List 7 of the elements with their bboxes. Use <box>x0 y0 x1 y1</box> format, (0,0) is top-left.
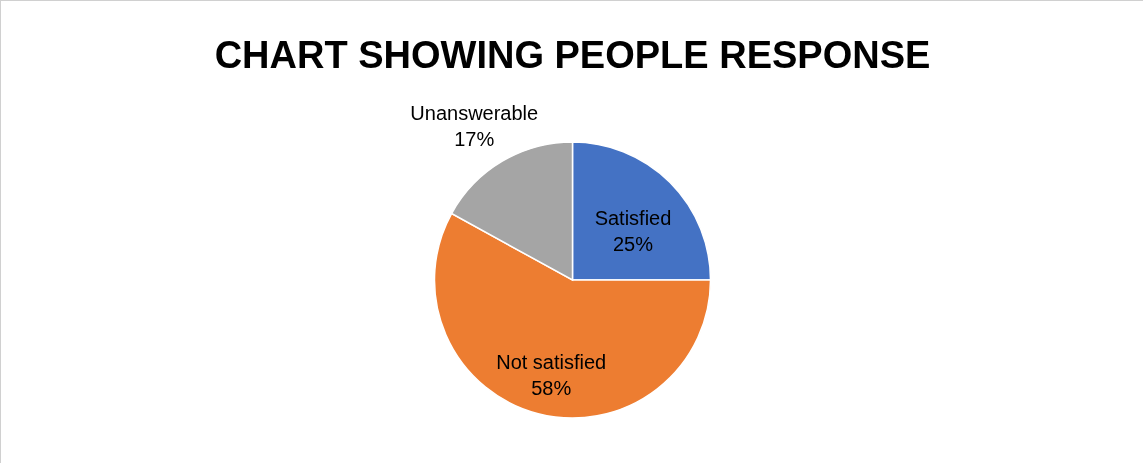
chart-title: CHART SHOWING PEOPLE RESPONSE <box>214 33 931 76</box>
data-label: 58% <box>531 376 572 399</box>
slice-label: Not satisfied <box>496 350 607 373</box>
data-label: 17% <box>454 127 495 150</box>
slice-label: Unanswerable <box>410 101 539 124</box>
slice-label: Satisfied <box>594 207 672 230</box>
data-label: 25% <box>612 233 654 256</box>
